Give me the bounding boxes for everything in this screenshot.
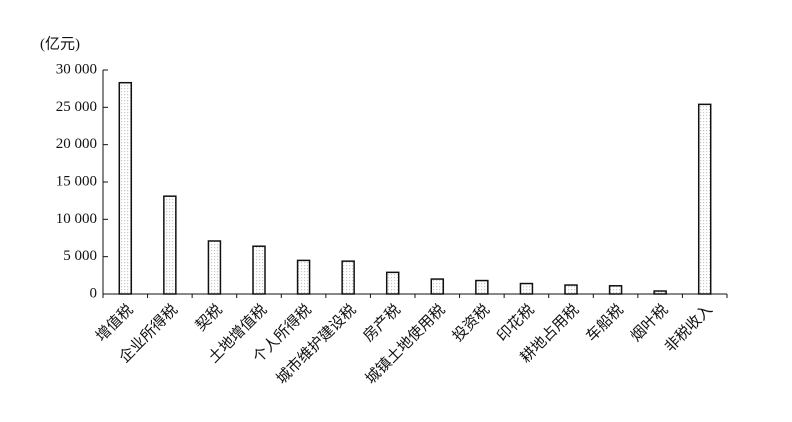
- y-tick-label: 15 000: [56, 173, 97, 189]
- bar: [608, 285, 623, 295]
- bar: [207, 240, 222, 295]
- y-tick-label: 0: [90, 285, 98, 301]
- y-axis-label: (亿元): [40, 35, 80, 52]
- y-tick-label: 20 000: [56, 136, 97, 152]
- bar: [653, 290, 667, 295]
- bar: [252, 245, 266, 295]
- x-tick-label: 增值税: [93, 301, 137, 345]
- x-tick-label: 印花税: [494, 301, 538, 345]
- bar: [697, 103, 712, 295]
- x-tick-label: 非税收入: [662, 301, 716, 355]
- x-tick-label: 烟叶税: [628, 301, 672, 345]
- x-tick-label: 投资税: [449, 301, 493, 345]
- y-tick-label: 30 000: [56, 61, 97, 77]
- x-tick-label: 城市维护建设税: [273, 301, 359, 387]
- bar: [385, 271, 400, 295]
- bar: [475, 279, 489, 295]
- y-tick-label: 5 000: [63, 248, 97, 264]
- y-tick-label: 10 000: [56, 211, 97, 227]
- bar: [564, 284, 578, 295]
- bar: [296, 259, 311, 295]
- bar: [519, 282, 534, 295]
- x-tick-label: 车船税: [583, 301, 627, 345]
- bar: [341, 260, 355, 295]
- x-tick-label: 契税: [192, 301, 225, 334]
- x-tick-label: 房产税: [360, 301, 404, 345]
- bar: [118, 81, 133, 295]
- bar: [430, 278, 445, 295]
- bar: [163, 195, 177, 295]
- x-tick-label: 城镇土地使用税: [362, 301, 448, 387]
- y-tick-label: 25 000: [56, 99, 97, 115]
